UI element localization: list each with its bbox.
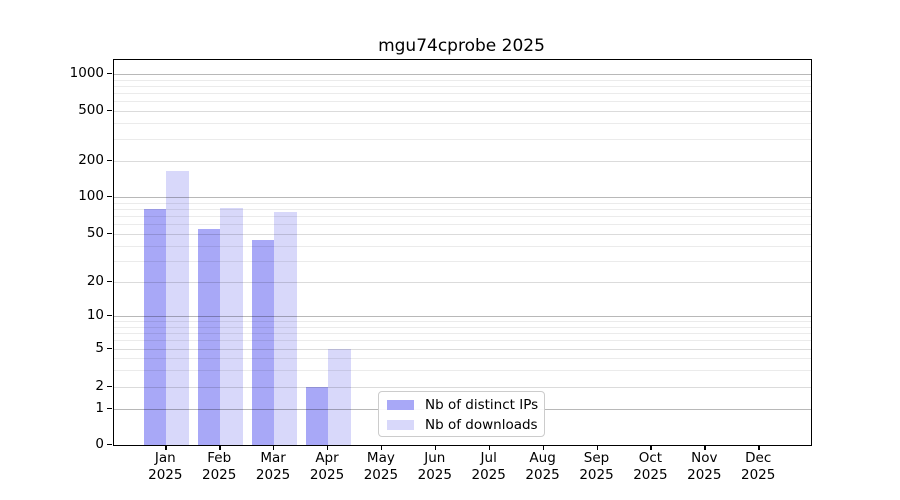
gridline-minor xyxy=(114,245,811,247)
x-tick-mark xyxy=(434,445,437,450)
gridline-minor xyxy=(114,332,811,334)
legend-label: Nb of distinct IPs xyxy=(425,397,539,413)
gridline-minor xyxy=(114,321,811,323)
gridline-minor xyxy=(114,93,811,95)
gridline-minor xyxy=(114,326,811,328)
y-tick-label: 1000 xyxy=(69,65,104,81)
y-tick-label: 1 xyxy=(95,400,104,416)
x-tick-label: May 2025 xyxy=(363,450,399,483)
x-tick-mark xyxy=(542,445,544,450)
x-tick-label: Feb 2025 xyxy=(202,450,237,483)
plot-area xyxy=(113,59,812,446)
gridline-mid xyxy=(114,161,811,162)
gridline-minor xyxy=(114,202,811,204)
gridline-minor xyxy=(114,358,811,360)
y-tick-mark xyxy=(107,110,112,112)
x-tick-label: Aug 2025 xyxy=(525,450,560,483)
chart-title: mgu74cprobe 2025 xyxy=(378,36,545,56)
gridline-minor xyxy=(114,79,811,81)
gridline-minor xyxy=(114,260,811,262)
x-tick-label: Sep 2025 xyxy=(579,450,614,483)
y-tick-mark xyxy=(107,315,112,317)
bar-nb-of-downloads-feb xyxy=(220,207,243,445)
x-tick-label: Mar 2025 xyxy=(255,450,291,483)
x-tick-mark xyxy=(596,445,598,450)
x-tick-mark xyxy=(758,445,760,450)
x-tick-mark xyxy=(380,445,383,450)
legend-swatch-nb-of-downloads xyxy=(387,420,414,430)
gridline-mid xyxy=(114,234,811,235)
gridline-minor xyxy=(114,208,811,210)
y-tick-mark xyxy=(107,233,112,235)
gridline-mid xyxy=(114,349,811,350)
gridline-major xyxy=(114,197,811,198)
gridline-minor xyxy=(114,138,811,140)
gridline-minor xyxy=(114,224,811,226)
y-tick-label: 500 xyxy=(78,102,104,118)
y-tick-mark xyxy=(107,386,112,388)
gridline-mid xyxy=(114,282,811,283)
x-tick-mark xyxy=(273,445,275,450)
bar-nb-of-downloads-jan xyxy=(166,170,189,445)
y-tick-mark xyxy=(107,444,112,446)
bar-nb-of-downloads-apr xyxy=(328,349,351,445)
y-tick-label: 200 xyxy=(78,152,104,168)
y-tick-mark xyxy=(107,348,112,350)
x-tick-mark xyxy=(650,445,652,450)
legend: Nb of distinct IPs Nb of downloads xyxy=(378,391,545,437)
x-tick-label: Jul 2025 xyxy=(471,450,506,483)
y-tick-label: 10 xyxy=(86,307,104,323)
gridline-minor xyxy=(114,340,811,342)
y-tick-label: 20 xyxy=(86,273,104,289)
x-tick-label: Dec 2025 xyxy=(741,450,776,483)
bar-nb-of-downloads-mar xyxy=(274,212,297,445)
y-tick-mark xyxy=(107,281,112,283)
bar-nb-of-distinct-ips-apr xyxy=(305,387,328,445)
y-tick-mark xyxy=(107,408,112,410)
gridline-minor xyxy=(114,85,811,87)
gridline-mid xyxy=(114,387,811,388)
gridline-minor xyxy=(114,101,811,103)
gridline-major xyxy=(114,316,811,317)
legend-item: Nb of downloads xyxy=(379,415,544,435)
x-tick-mark xyxy=(488,445,491,450)
y-tick-label: 2 xyxy=(95,378,104,394)
x-tick-label: Jan 2025 xyxy=(148,450,183,483)
x-tick-label: Jun 2025 xyxy=(417,450,452,483)
x-tick-label: Oct 2025 xyxy=(633,450,668,483)
y-tick-mark xyxy=(107,160,112,162)
x-tick-mark xyxy=(165,445,167,450)
y-tick-label: 5 xyxy=(95,340,104,356)
legend-label: Nb of downloads xyxy=(425,417,538,433)
gridline-mid xyxy=(114,111,811,112)
x-tick-label: Nov 2025 xyxy=(687,450,722,483)
bar-nb-of-distinct-ips-mar xyxy=(251,239,275,445)
y-tick-mark xyxy=(107,196,112,198)
gridline-minor xyxy=(114,370,811,372)
y-tick-label: 100 xyxy=(78,188,104,204)
x-tick-label: Apr 2025 xyxy=(309,450,345,483)
y-tick-mark xyxy=(107,73,112,75)
x-tick-mark xyxy=(704,445,706,450)
x-tick-mark xyxy=(219,445,221,450)
gridline-major xyxy=(114,74,811,75)
gridline-minor xyxy=(114,123,811,125)
y-tick-label: 0 xyxy=(95,436,104,452)
legend-item: Nb of distinct IPs xyxy=(379,395,544,415)
y-tick-label: 50 xyxy=(86,225,104,241)
x-tick-mark xyxy=(327,445,329,450)
gridline-minor xyxy=(114,216,811,218)
bar-nb-of-distinct-ips-jan xyxy=(143,208,167,445)
legend-swatch-nb-of-distinct-ips xyxy=(387,400,414,410)
bar-nb-of-distinct-ips-feb xyxy=(197,228,221,445)
